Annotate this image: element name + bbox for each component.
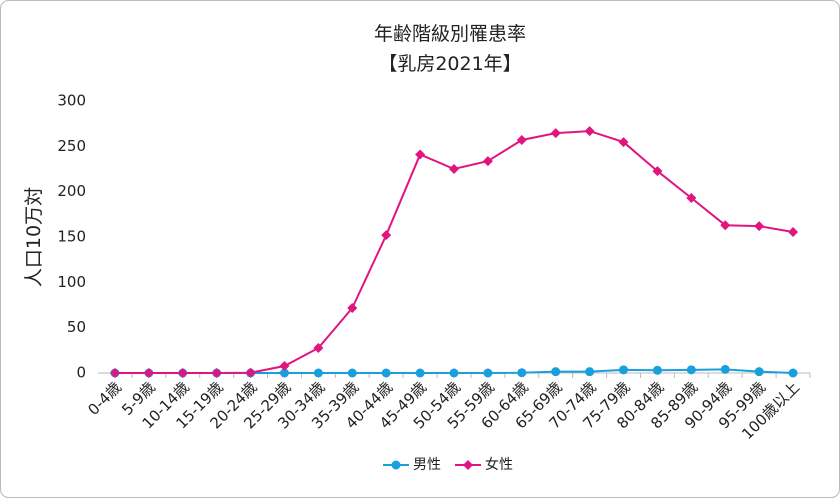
data-point [449,368,459,378]
data-point [415,368,425,378]
y-tick-label: 200 [57,182,86,200]
data-point [211,368,222,378]
data-point [754,367,764,377]
data-point [313,368,323,378]
data-point [143,368,154,378]
data-point [279,368,289,378]
y-tick-label: 100 [57,273,86,291]
chart-subtitle: 【乳房2021年】 [378,53,521,75]
data-point [482,156,493,167]
legend-marker [391,460,401,470]
legend-label: 女性 [485,456,513,473]
data-point [517,368,527,378]
data-point [652,365,662,375]
y-tick-label: 300 [57,92,86,110]
data-point [109,368,120,378]
data-point [449,164,459,174]
data-point [584,126,595,137]
data-point [347,368,357,378]
data-point [177,368,188,378]
data-point [245,367,256,378]
data-point [720,364,730,374]
data-point [415,149,426,160]
data-point [550,128,561,139]
data-point [381,368,391,378]
data-point [483,368,493,378]
data-point [788,368,798,378]
data-point [585,367,595,377]
legend: 男性 女性 [383,456,513,473]
data-point [686,193,697,204]
data-point [381,230,392,241]
data-point [618,137,629,148]
data-point [313,342,324,353]
data-point [652,166,663,177]
y-axis-label: 人口10万対 [23,187,45,287]
data-point [720,220,731,231]
data-point [347,302,358,313]
y-tick-label: 0 [76,364,86,382]
y-tick-label: 150 [57,228,86,246]
data-point [754,221,765,232]
data-point [686,365,696,375]
y-tick-label: 50 [67,318,86,336]
data-point [551,367,561,377]
y-tick-label: 250 [57,137,86,155]
legend-marker [463,460,473,470]
data-point [279,361,290,372]
data-point [619,365,629,375]
data-point [788,227,799,238]
chart-title: 年齢階級別罹患率 [374,23,526,45]
data-point [516,134,527,145]
legend-label: 男性 [413,457,441,473]
